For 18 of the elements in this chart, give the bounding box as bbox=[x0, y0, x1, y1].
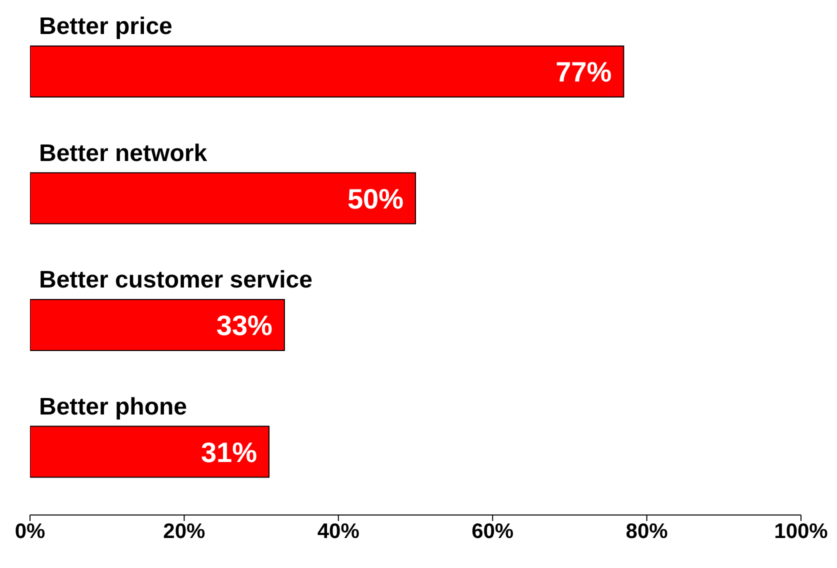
bar bbox=[30, 46, 624, 98]
x-tick-label: 60% bbox=[472, 520, 514, 543]
y-tick-label: Better network bbox=[39, 140, 208, 167]
data-label: 31% bbox=[200, 436, 258, 468]
x-tick-label: 0% bbox=[14, 520, 46, 543]
data-label: 77% bbox=[556, 56, 612, 88]
x-tick-label: 40% bbox=[317, 520, 360, 543]
x-tick-label: 80% bbox=[626, 520, 668, 543]
bar bbox=[30, 172, 416, 224]
bar bbox=[30, 299, 285, 351]
data-label: 33% bbox=[216, 310, 273, 341]
x-tick-label: 20% bbox=[163, 520, 206, 543]
y-tick-label: Better price bbox=[39, 13, 172, 40]
y-tick-label: Better customer service bbox=[39, 266, 312, 294]
y-tick-label: Better phone bbox=[39, 393, 188, 420]
x-tick-label: 100% bbox=[774, 520, 828, 543]
data-label: 50% bbox=[347, 183, 404, 214]
bar bbox=[30, 426, 270, 478]
